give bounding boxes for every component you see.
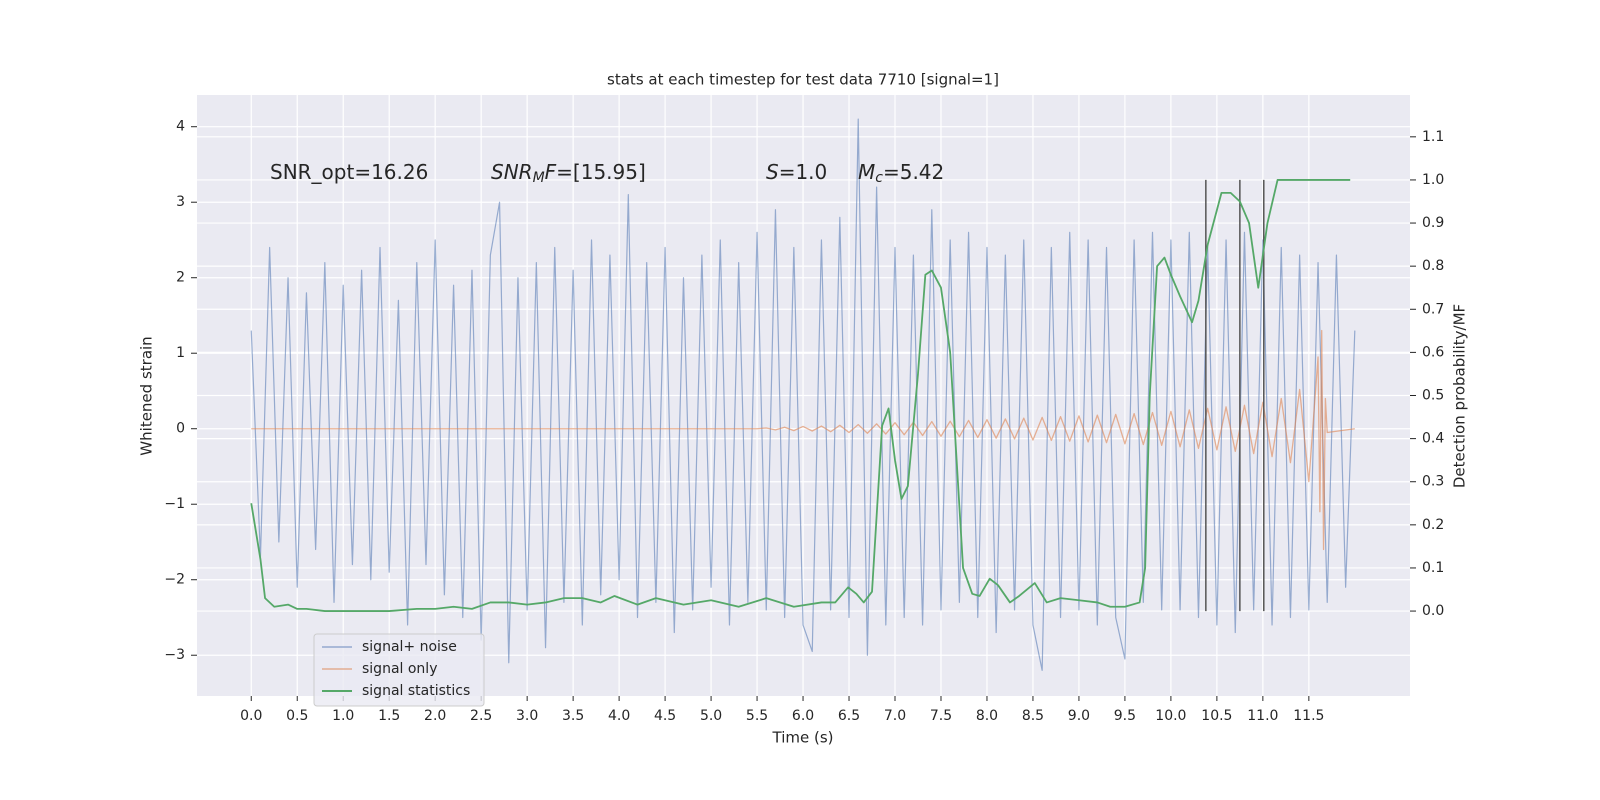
annotation-part: =5.42 [883,160,944,184]
x-tick-label: 4.0 [608,708,630,724]
annotation: Mc=5.42 [858,160,944,187]
annotation-part: S [766,160,779,184]
legend-label: signal only [362,661,437,677]
x-tick-label: 9.5 [1114,708,1136,724]
x-tick-label: 6.5 [838,708,860,724]
x-tick-label: 10.5 [1201,708,1232,724]
legend-box [313,633,485,707]
y2-tick-label: 0.3 [1422,474,1444,490]
x-tick-label: 3.5 [562,708,584,724]
y2-tick-label: 0.9 [1422,215,1444,231]
y-tick-label: 3 [176,194,185,210]
x-tick-label: 10.0 [1155,708,1186,724]
series-line [250,118,1356,671]
y2-tick-label: 0.2 [1422,517,1444,533]
annotation-part: c [875,170,883,186]
annotation: S=1.0 [766,160,827,184]
x-tick-label: 0.5 [286,708,308,724]
series-line [251,329,1355,551]
y-tick-label: 4 [176,119,185,135]
x-tick-label: 7.5 [930,708,952,724]
y2-tick-label: 0.5 [1422,388,1444,404]
legend-label: signal+ noise [362,639,457,655]
x-tick-label: 8.5 [1022,708,1044,724]
annotation-part: F [545,160,557,184]
y2-tick-label: 1.1 [1422,129,1444,145]
x-tick-label: 5.0 [700,708,722,724]
annotation: SNR_opt=16.26 [270,160,428,184]
y2-tick-label: 0.7 [1422,301,1444,317]
x-tick-label: 1.5 [378,708,400,724]
y2-tick-label: 0.0 [1422,603,1444,619]
annotation-part: =[15.95] [556,160,646,184]
legend-label: signal statistics [362,683,470,699]
y-tick-label: −3 [164,647,185,663]
annotation-part: =1.0 [779,160,828,184]
annotation-part: SNR [491,160,533,184]
x-tick-label: 3.0 [516,708,538,724]
y2-tick-label: 1.0 [1422,172,1444,188]
x-tick-label: 0.0 [240,708,262,724]
annotation-part: M [533,170,545,186]
y-axis-label: Whitened strain [138,336,156,455]
x-tick-label: 1.0 [332,708,354,724]
x-axis-label: Time (s) [772,729,834,747]
x-tick-label: 9.0 [1068,708,1090,724]
annotation-part: SNR_opt=16.26 [270,160,428,184]
x-tick-label: 2.0 [424,708,446,724]
x-tick-label: 7.0 [884,708,906,724]
x-tick-label: 4.5 [654,708,676,724]
y2-tick-label: 0.6 [1422,344,1444,360]
annotation: SNRMF=[15.95] [491,160,646,187]
y-tick-label: −1 [164,496,185,512]
y2-axis-label: Detection probability/MF [1451,304,1469,488]
x-tick-label: 11.5 [1293,708,1324,724]
x-tick-label: 6.0 [792,708,814,724]
y2-tick-label: 0.1 [1422,560,1444,576]
x-tick-label: 5.5 [746,708,768,724]
y-tick-label: −2 [164,572,185,588]
y-tick-label: 1 [176,345,185,361]
chart-title: stats at each timestep for test data 771… [607,71,999,89]
y-tick-label: 2 [176,270,185,286]
x-tick-label: 2.5 [470,708,492,724]
x-tick-label: 11.0 [1247,708,1278,724]
y2-tick-label: 0.4 [1422,431,1444,447]
y2-tick-label: 0.8 [1422,258,1444,274]
annotation-part: M [858,160,875,184]
x-tick-label: 8.0 [976,708,998,724]
series-line [250,179,1351,612]
y-tick-label: 0 [176,421,185,437]
